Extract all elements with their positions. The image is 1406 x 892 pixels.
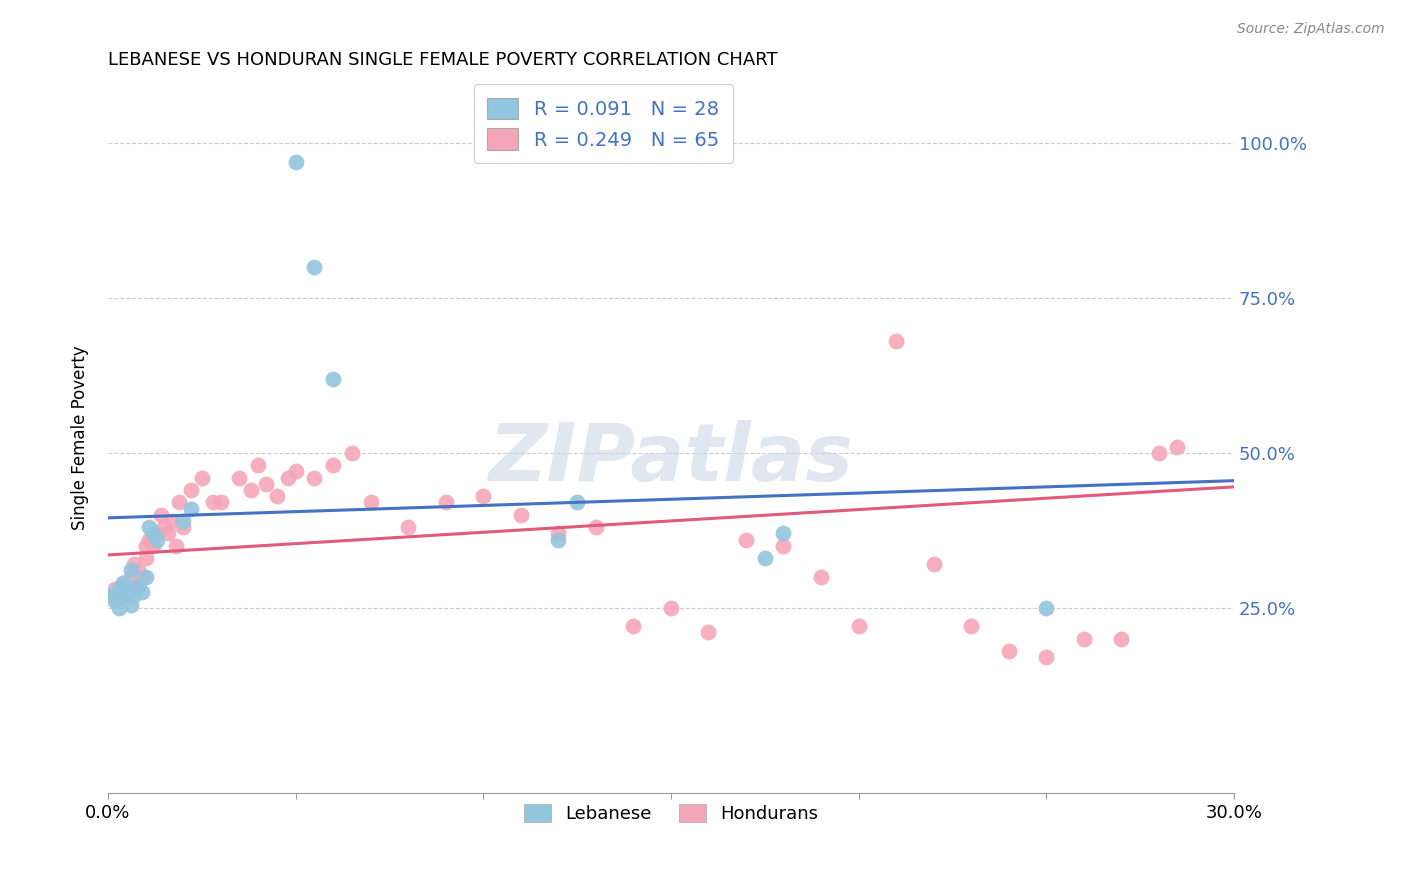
Point	[1073, 632, 1095, 646]
Point	[960, 619, 983, 633]
Point	[547, 526, 569, 541]
Point	[115, 588, 138, 602]
Point	[172, 514, 194, 528]
Point	[149, 508, 172, 522]
Point	[108, 600, 131, 615]
Point	[100, 588, 122, 602]
Point	[1147, 446, 1170, 460]
Point	[254, 476, 277, 491]
Point	[239, 483, 262, 497]
Point	[735, 533, 758, 547]
Point	[120, 569, 142, 583]
Point	[304, 260, 326, 274]
Point	[111, 591, 134, 606]
Point	[122, 579, 145, 593]
Point	[659, 600, 682, 615]
Point	[160, 514, 183, 528]
Point	[810, 569, 832, 583]
Point	[1166, 440, 1188, 454]
Point	[122, 558, 145, 572]
Point	[322, 371, 344, 385]
Point	[266, 489, 288, 503]
Point	[697, 625, 720, 640]
Point	[754, 551, 776, 566]
Point	[434, 495, 457, 509]
Point	[146, 533, 169, 547]
Legend: Lebanese, Hondurans: Lebanese, Hondurans	[513, 793, 830, 834]
Point	[997, 644, 1019, 658]
Point	[108, 585, 131, 599]
Point	[191, 470, 214, 484]
Point	[127, 579, 149, 593]
Point	[304, 470, 326, 484]
Text: ZIPatlas: ZIPatlas	[488, 420, 853, 498]
Point	[108, 582, 131, 596]
Point	[209, 495, 232, 509]
Point	[172, 520, 194, 534]
Point	[134, 569, 156, 583]
Point	[396, 520, 419, 534]
Point	[565, 495, 588, 509]
Point	[127, 564, 149, 578]
Point	[1035, 600, 1057, 615]
Point	[247, 458, 270, 473]
Point	[277, 470, 299, 484]
Point	[104, 591, 127, 606]
Point	[104, 582, 127, 596]
Point	[922, 558, 945, 572]
Point	[284, 464, 307, 478]
Point	[180, 483, 202, 497]
Point	[180, 501, 202, 516]
Text: LEBANESE VS HONDURAN SINGLE FEMALE POVERTY CORRELATION CHART: LEBANESE VS HONDURAN SINGLE FEMALE POVER…	[108, 51, 778, 69]
Point	[134, 551, 156, 566]
Point	[848, 619, 870, 633]
Point	[120, 564, 142, 578]
Point	[127, 579, 149, 593]
Point	[108, 588, 131, 602]
Point	[115, 582, 138, 596]
Text: Source: ZipAtlas.com: Source: ZipAtlas.com	[1237, 22, 1385, 37]
Point	[104, 588, 127, 602]
Point	[547, 533, 569, 547]
Point	[202, 495, 225, 509]
Point	[153, 520, 176, 534]
Point	[1035, 650, 1057, 665]
Point	[131, 585, 153, 599]
Point	[111, 575, 134, 590]
Point	[509, 508, 531, 522]
Point	[142, 539, 165, 553]
Point	[884, 334, 907, 349]
Point	[115, 579, 138, 593]
Point	[157, 526, 180, 541]
Point	[122, 588, 145, 602]
Point	[472, 489, 495, 503]
Point	[322, 458, 344, 473]
Point	[146, 526, 169, 541]
Point	[120, 582, 142, 596]
Point	[138, 520, 160, 534]
Point	[100, 588, 122, 602]
Point	[340, 446, 363, 460]
Point	[104, 594, 127, 608]
Point	[360, 495, 382, 509]
Point	[585, 520, 607, 534]
Point	[772, 526, 794, 541]
Y-axis label: Single Female Poverty: Single Female Poverty	[72, 345, 89, 530]
Point	[772, 539, 794, 553]
Point	[111, 575, 134, 590]
Point	[134, 539, 156, 553]
Point	[169, 495, 191, 509]
Point	[131, 569, 153, 583]
Point	[621, 619, 644, 633]
Point	[228, 470, 250, 484]
Point	[111, 579, 134, 593]
Point	[120, 598, 142, 612]
Point	[115, 588, 138, 602]
Point	[284, 154, 307, 169]
Point	[1109, 632, 1132, 646]
Point	[165, 539, 187, 553]
Point	[142, 526, 165, 541]
Point	[138, 533, 160, 547]
